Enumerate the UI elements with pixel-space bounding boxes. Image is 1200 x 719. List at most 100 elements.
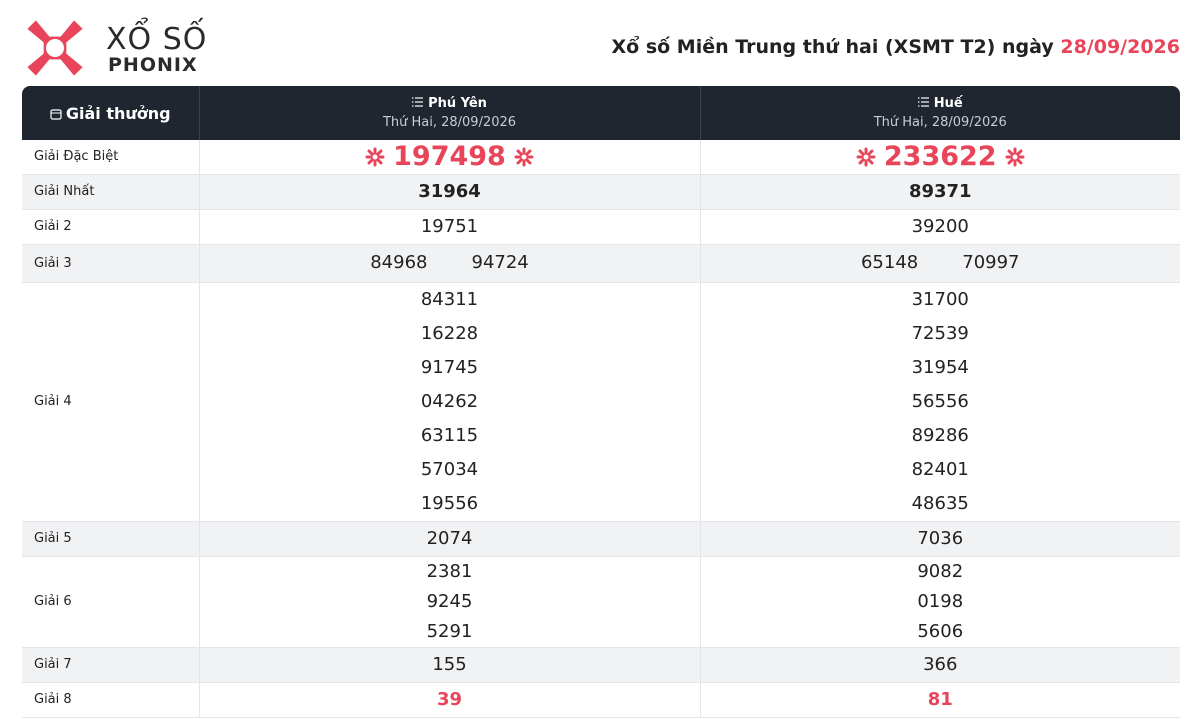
prize-number: 70997 xyxy=(962,252,1020,273)
prize-label: Giải 5 xyxy=(22,521,199,557)
star-icon xyxy=(856,147,876,167)
prize-row: Giải Nhất 31964 89371 xyxy=(22,174,1180,210)
logo-line2: PHONIX xyxy=(108,54,198,76)
prize-number: 91745 xyxy=(420,356,479,378)
prize-cell: 2074 xyxy=(198,521,700,557)
prize-cell: 7036 xyxy=(699,521,1180,557)
prize-number: 2381 xyxy=(426,560,473,582)
star-icon xyxy=(365,147,385,167)
prize-number: 84968 xyxy=(370,252,428,273)
prize-label: Giải 4 xyxy=(22,282,199,522)
special-number-wrap: 197498 xyxy=(365,141,534,172)
prize-number: 19556 xyxy=(420,492,479,514)
column-date: Thứ Hai, 28/09/2026 xyxy=(382,115,517,130)
prize-cell: 39200 xyxy=(699,209,1180,245)
prize-number: 5606 xyxy=(917,620,964,642)
prize-label: Giải 8 xyxy=(22,682,199,718)
prize-number: 2074 xyxy=(426,527,473,549)
prize-cell: 31700 72539 31954 56556 89286 82401 48635 xyxy=(699,282,1180,522)
page-title: Xổ số Miền Trung thứ hai (XSMT T2) ngày … xyxy=(612,36,1180,58)
list-icon xyxy=(917,97,929,107)
prize-row: Giải 5 2074 7036 xyxy=(22,521,1180,557)
prize-row: Giải Đặc Biệt 197498 233622 xyxy=(22,140,1180,175)
prize-row: Giải 6 2381 9245 5291 9082 0198 5606 xyxy=(22,556,1180,648)
header-row: Giải thưởng Phú Yên Thứ Hai, 28/09/2026 Hu… xyxy=(22,86,1180,140)
special-number-wrap: 233622 xyxy=(856,141,1025,172)
logo-line1: XỔ SỐ xyxy=(106,22,208,57)
prize-number: 5291 xyxy=(426,620,473,642)
province-name: Huế xyxy=(933,96,963,111)
prize-label: Giải Nhất xyxy=(22,174,199,210)
prize-number: 57034 xyxy=(420,458,479,480)
prize-cell: 2381 9245 5291 xyxy=(198,556,700,648)
results-table: Giải thưởng Phú Yên Thứ Hai, 28/09/2026 Hu… xyxy=(22,86,1180,718)
special-number: 197498 xyxy=(393,141,506,173)
calendar-icon xyxy=(50,108,62,120)
prize-label: Giải 2 xyxy=(22,209,199,245)
prize-row: Giải 8 39 81 xyxy=(22,682,1180,718)
prize-cell: 155 xyxy=(198,647,700,683)
prize-label: Giải 7 xyxy=(22,647,199,683)
prize-cell: 197498 xyxy=(198,140,700,175)
prize-number: 56556 xyxy=(911,390,969,412)
prize-number: 04262 xyxy=(420,390,479,412)
province-line: Phú Yên xyxy=(201,96,699,111)
prize-number: 65148 xyxy=(860,252,919,273)
province-line: Huế xyxy=(702,96,1180,111)
prize-cell: 89371 xyxy=(699,174,1180,210)
prize-number: 9245 xyxy=(426,590,473,612)
prize-cell: 84968 94724 xyxy=(198,244,700,283)
star-icon xyxy=(1005,147,1025,167)
prize-cell: 19751 xyxy=(198,209,700,245)
title-text: Xổ số Miền Trung thứ hai (XSMT T2) ngày xyxy=(611,36,1054,58)
prize-number: 82401 xyxy=(911,458,969,480)
prize-label: Giải Đặc Biệt xyxy=(22,140,199,175)
prize-number: 16228 xyxy=(420,322,479,344)
prize-number: 94724 xyxy=(471,252,529,273)
prize-cell: 366 xyxy=(699,647,1180,683)
list-icon xyxy=(412,97,424,107)
prize-header-text: Giải thưởng xyxy=(65,103,171,123)
prize-number: 89371 xyxy=(908,180,972,202)
title-date: 28/09/2026 xyxy=(1060,36,1180,58)
prize-number: 63115 xyxy=(420,424,479,446)
column-header: Huế Thứ Hai, 28/09/2026 xyxy=(699,86,1180,140)
prize-number: 19751 xyxy=(420,215,479,237)
prize-label: Giải 3 xyxy=(22,244,199,283)
star-icon xyxy=(514,147,534,167)
prize-cell: 65148 70997 xyxy=(699,244,1180,283)
prize-cell: 84311 16228 91745 04262 63115 57034 19556 xyxy=(198,282,700,522)
prize-number: 31954 xyxy=(911,356,969,378)
prize-number: 155 xyxy=(432,653,467,675)
prize-number: 366 xyxy=(923,653,958,675)
prize-number: 89286 xyxy=(911,424,969,446)
prize-number: 31964 xyxy=(418,180,481,202)
province-name: Phú Yên xyxy=(428,96,487,111)
prize-number: 9082 xyxy=(917,560,964,582)
prize-number: 81 xyxy=(927,688,953,710)
prize-number: 0198 xyxy=(917,590,964,612)
prize-cell: 9082 0198 5606 xyxy=(699,556,1180,648)
prize-number: 39200 xyxy=(911,215,969,237)
special-number: 233622 xyxy=(883,141,997,173)
prize-cell: 233622 xyxy=(699,140,1180,175)
logo-mark xyxy=(27,20,83,76)
prize-label: Giải 6 xyxy=(22,556,199,648)
prize-cell: 39 xyxy=(198,682,700,718)
prize-header: Giải thưởng xyxy=(22,86,199,140)
prize-row: Giải 7 155 366 xyxy=(22,647,1180,683)
prize-number: 72539 xyxy=(911,322,969,344)
prize-number: 7036 xyxy=(917,527,964,549)
prize-row: Giải 4 84311 16228 91745 04262 63115 57034 1955… xyxy=(22,282,1180,522)
prize-row: Giải 2 19751 39200 xyxy=(22,209,1180,245)
column-header: Phú Yên Thứ Hai, 28/09/2026 xyxy=(198,86,700,140)
prize-number: 48635 xyxy=(911,492,969,514)
prize-number: 84311 xyxy=(420,288,479,310)
prize-row: Giải 3 84968 94724 65148 70997 xyxy=(22,244,1180,283)
column-date: Thứ Hai, 28/09/2026 xyxy=(873,115,1007,130)
prize-cell: 81 xyxy=(699,682,1180,718)
prize-number: 39 xyxy=(436,688,463,710)
prize-number: 31700 xyxy=(911,288,969,310)
prize-cell: 31964 xyxy=(198,174,700,210)
